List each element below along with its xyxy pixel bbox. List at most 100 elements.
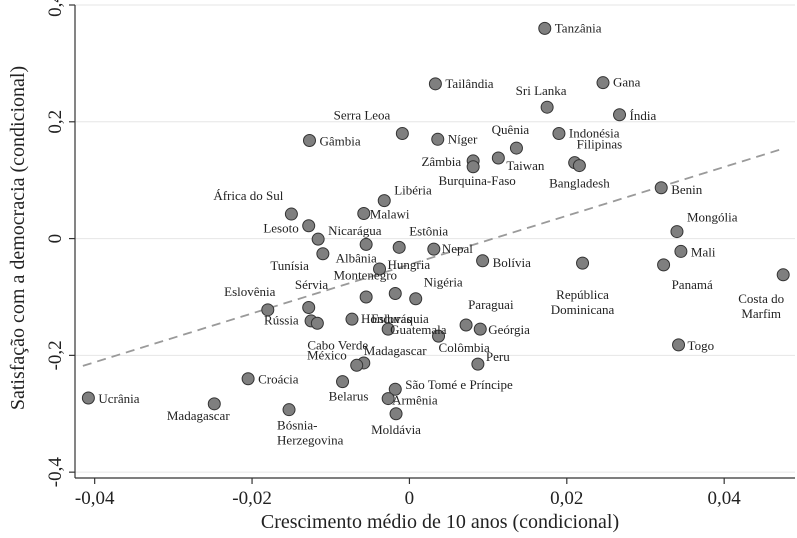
axis-layer: -0,4 -0,2 0 0,2 0,4 -0,04 -0,02 0 0,02 0,04 <box>45 0 795 509</box>
data-point <box>596 76 610 90</box>
point-label: Honduras <box>361 311 412 326</box>
x-tick-label: 0,04 <box>708 488 742 509</box>
data-point <box>377 194 391 208</box>
x-tick-label: 0,02 <box>550 488 583 509</box>
point-label: Níger <box>448 131 478 146</box>
data-point <box>576 256 590 270</box>
y-tick-label: 0,4 <box>45 0 66 17</box>
point-label: Armênia <box>392 393 438 408</box>
point-label: Estônia <box>409 223 448 238</box>
point-label: Sérvia <box>295 277 328 292</box>
data-point <box>359 290 373 304</box>
data-point <box>672 338 686 352</box>
data-point <box>381 322 395 336</box>
point-label: Nigéria <box>424 275 463 290</box>
data-point <box>336 375 350 389</box>
data-point <box>388 286 402 300</box>
point-label: Índia <box>630 108 657 123</box>
point-label: Tanzânia <box>555 20 602 35</box>
point-label: Bangladesh <box>549 176 610 191</box>
point-label: Malawi <box>370 206 410 221</box>
data-point <box>302 133 316 147</box>
points-layer <box>81 21 790 421</box>
point-labels-layer: Tanzânia Tailândia Gana Sri Lanka Índia Serra… <box>98 20 784 447</box>
point-label: Bolívia <box>493 255 532 270</box>
data-point <box>395 126 409 140</box>
point-label: Hungria <box>388 257 431 272</box>
point-label: Moldávia <box>371 422 421 437</box>
data-point <box>476 254 490 268</box>
point-label: Gâmbia <box>319 133 360 148</box>
data-point <box>466 160 480 174</box>
data-point <box>459 318 473 332</box>
point-label: Costa do Marfim <box>738 291 784 321</box>
data-point <box>373 262 387 276</box>
grid-layer <box>75 4 795 473</box>
data-point <box>540 100 554 114</box>
data-point <box>428 77 442 91</box>
y-axis-title: Satisfação com a democracia (condicional… <box>7 66 29 410</box>
data-point <box>538 21 552 35</box>
point-label: Lesoto <box>263 221 298 236</box>
data-point <box>431 132 445 146</box>
data-point <box>207 397 221 411</box>
data-point <box>302 219 316 233</box>
point-label: Mali <box>691 244 716 259</box>
data-point <box>316 247 330 261</box>
point-label: Taiwan <box>506 158 545 173</box>
data-point <box>261 303 275 317</box>
y-tick-label: -0,2 <box>45 340 66 370</box>
data-point <box>657 258 671 272</box>
point-label: Bósnia-Herzegovina <box>277 418 344 448</box>
data-point <box>654 181 668 195</box>
data-point <box>381 392 395 406</box>
point-label: África do Sul <box>213 188 283 203</box>
data-point <box>241 372 255 386</box>
data-point <box>674 244 688 258</box>
point-label: Eslovênia <box>224 284 275 299</box>
point-label: São Tomé e Príncipe <box>405 377 513 392</box>
y-tick-label: 0,2 <box>45 110 66 134</box>
point-label: Madagascar <box>167 408 230 423</box>
point-label: Albânia <box>336 250 377 265</box>
data-point <box>392 240 406 254</box>
point-label: Ucrânia <box>98 391 139 406</box>
point-label: Montenegro <box>333 267 397 282</box>
data-point <box>552 126 566 140</box>
point-label: Panamá <box>672 277 713 292</box>
point-label: Filipinas <box>577 137 623 152</box>
point-label: Benin <box>671 182 703 197</box>
point-label: Togo <box>688 338 715 353</box>
point-label: Madagascar <box>364 343 427 358</box>
point-label: Zâmbia <box>421 154 461 169</box>
data-point <box>350 358 364 372</box>
data-point <box>491 151 505 165</box>
x-tick-label: -0,02 <box>232 488 272 509</box>
point-label: Belarus <box>329 389 369 404</box>
point-label: Geórgia <box>488 322 530 337</box>
point-label: Tunísia <box>270 258 309 273</box>
point-label: Guatemala <box>390 322 447 337</box>
point-label: Indonésia <box>569 125 620 140</box>
data-point <box>572 159 586 173</box>
data-point <box>509 141 523 155</box>
data-point <box>409 292 423 306</box>
point-label: Tailândia <box>445 76 493 91</box>
point-label: Serra Leoa <box>334 107 391 122</box>
point-label: Rússia <box>264 312 299 327</box>
data-point <box>389 407 403 421</box>
data-point <box>310 316 324 330</box>
data-point <box>776 268 790 282</box>
point-label: Peru <box>486 349 510 364</box>
x-tick-label: 0 <box>405 488 415 509</box>
point-label: Cabo Verde <box>307 337 368 352</box>
data-point <box>282 403 296 417</box>
data-point <box>284 207 298 221</box>
data-point <box>432 329 446 343</box>
point-label: Quênia <box>492 122 530 137</box>
data-point <box>311 232 325 246</box>
point-label: México <box>307 347 347 362</box>
data-point <box>359 237 373 251</box>
